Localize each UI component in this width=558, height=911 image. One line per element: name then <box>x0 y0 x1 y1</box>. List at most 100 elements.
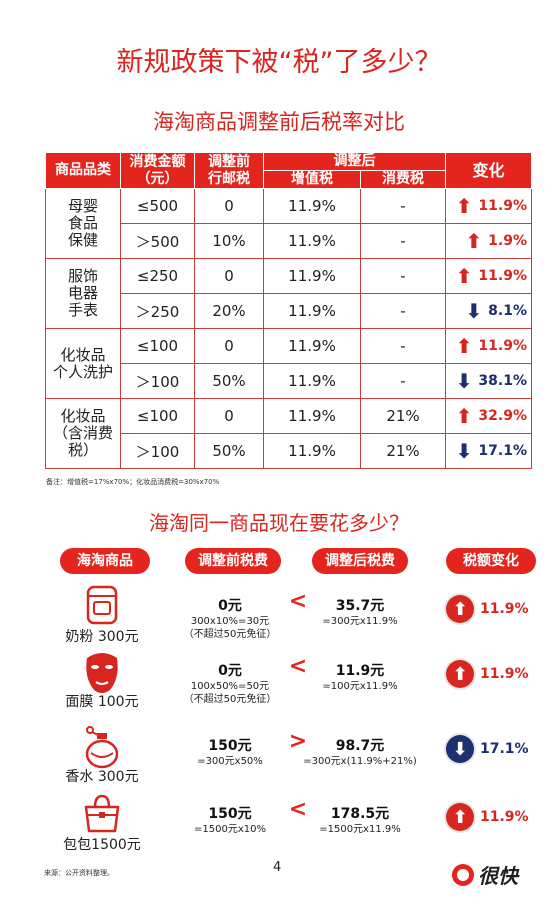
source-note: 来源：公开资料整理。 <box>44 869 114 877</box>
arrow-up-icon: ⬆ <box>455 194 473 218</box>
category-line: 食品 <box>67 214 98 232</box>
brand-logo: 很快 <box>452 860 518 889</box>
arrow-up-icon: ⬆ <box>455 334 473 358</box>
change-cell: ⬆ 11.9% <box>445 258 532 294</box>
header-change: 变化 <box>445 152 532 189</box>
header-vat: 增值税 <box>263 170 361 189</box>
amount-cell: ≤100 <box>120 398 195 434</box>
compare-subtitle: 海淘同一商品现在要花多少？ <box>149 511 409 535</box>
before-tax-calc: 300x10%=30元 <box>190 616 270 627</box>
category-line: 母婴 <box>67 197 98 215</box>
product-name: 包包1500元 <box>63 837 141 853</box>
category-line: 保健 <box>67 231 98 249</box>
perfume-bottle-icon <box>78 725 126 773</box>
product-name: 香水 300元 <box>65 769 139 785</box>
change-cell: ⬇ 17.1% <box>445 433 532 469</box>
vat-cell: 11.9% <box>263 223 361 259</box>
after-tax-calc: =100元x11.9% <box>322 681 398 692</box>
page-title: 新规政策下被“税”了多少？ <box>116 47 442 78</box>
logo-mark-icon <box>452 863 474 886</box>
amount-cell: ≤100 <box>120 328 195 364</box>
category-line: 电器 <box>67 284 98 302</box>
change-value: 32.9% <box>478 408 527 424</box>
arrow-down-icon: ⬇ <box>446 735 474 763</box>
before-tax-value: 150元 <box>208 806 252 822</box>
arrow-down-icon: ⬇ <box>455 369 473 393</box>
change-cell: ⬇ 38.1% <box>445 363 532 399</box>
amount-cell: ＞100 <box>120 433 195 469</box>
page-number: 4 <box>273 860 282 875</box>
before-cell: 50% <box>194 433 264 469</box>
after-tax-calc: =300元x11.9% <box>322 616 398 627</box>
consumption-cell: - <box>360 188 446 224</box>
change-value: 11.9% <box>478 338 527 354</box>
header-after-tax: 调整后税费 <box>312 548 408 574</box>
category-cell: 服饰 电器 手表 <box>45 258 121 329</box>
category-line: 手表 <box>67 301 98 319</box>
table-row: 化妆品 （含消费 税） ≤100 0 11.9% 21% ⬆ 32.9% <box>45 398 532 469</box>
before-cell: 50% <box>194 363 264 399</box>
arrow-up-icon: ⬆ <box>446 595 474 623</box>
change-cell: ⬆ 11.9% <box>445 188 532 224</box>
table-row: 化妆品 个人洗护 ≤100 0 11.9% - ⬆ 11.9% <box>45 328 532 399</box>
before-cell: 0 <box>194 188 264 224</box>
header-before: 调整前 行邮税 <box>194 152 264 189</box>
compare-sign: < <box>288 589 308 614</box>
before-tax-note: （不超过50元免征） <box>183 694 277 705</box>
product-name: 奶粉 300元 <box>65 629 139 645</box>
category-line: 个人洗护 <box>52 362 113 381</box>
header-consumption: 消费税 <box>360 170 446 189</box>
category-line: （含消费 <box>52 424 113 442</box>
vat-cell: 11.9% <box>263 398 361 434</box>
category-line: 化妆品 <box>60 345 106 364</box>
logo-text: 很快 <box>478 864 518 888</box>
face-mask-icon <box>78 650 126 700</box>
header-after: 调整后 <box>263 152 446 171</box>
vat-cell: 11.9% <box>263 328 361 364</box>
header-category: 商品品类 <box>45 152 121 189</box>
arrow-down-icon: ⬇ <box>465 299 483 323</box>
table-subtitle: 海淘商品调整前后税率对比 <box>153 110 405 134</box>
before-cell: 0 <box>194 328 264 364</box>
after-tax-value: 35.7元 <box>335 598 385 614</box>
amount-cell: ＞250 <box>120 293 195 329</box>
table-row: ＞250 20% 11.9% - ⬇ 8.1% <box>46 293 532 329</box>
arrow-up-icon: ⬆ <box>465 229 483 253</box>
vat-cell: 11.9% <box>263 293 361 329</box>
change-value: 8.1% <box>488 303 527 319</box>
before-tax-calc: =1500元x10% <box>194 824 266 835</box>
change-value: 11.9% <box>478 198 527 214</box>
consumption-cell: 21% <box>360 398 446 434</box>
vat-cell: 11.9% <box>263 258 361 294</box>
after-tax-value: 178.5元 <box>330 806 390 822</box>
tax-change-value: 11.9% <box>480 809 529 825</box>
arrow-up-icon: ⬆ <box>455 404 473 428</box>
table-row: ＞100 50% 11.9% 21% ⬇ 17.1% <box>46 433 532 469</box>
change-value: 17.1% <box>478 443 527 459</box>
tax-rate-table: 商品品类 消费金额 （元） 调整前 行邮税 调整后 变化 增值税 消费税 母婴 食品保… <box>45 152 532 469</box>
table-row: ＞500 10% 11.9% - ⬆ 1.9% <box>46 223 532 259</box>
category-line: 税） <box>67 441 98 459</box>
before-cell: 0 <box>194 398 264 434</box>
change-cell: ⬆ 1.9% <box>445 223 532 259</box>
consumption-cell: - <box>360 328 446 364</box>
vat-cell: 11.9% <box>263 433 361 469</box>
before-tax-value: 0元 <box>218 663 242 679</box>
before-tax-calc: =300元x50% <box>197 756 263 767</box>
product-name: 面膜 100元 <box>65 694 139 710</box>
before-cell: 10% <box>194 223 264 259</box>
amount-cell: ＞100 <box>120 363 195 399</box>
header-amount: 消费金额 （元） <box>120 152 195 189</box>
consumption-cell: 21% <box>360 433 446 469</box>
before-cell: 0 <box>194 258 264 294</box>
tax-change-value: 11.9% <box>480 666 529 682</box>
category-line: 化妆品 <box>60 407 106 425</box>
header-product: 海淘商品 <box>60 548 150 574</box>
amount-cell: ＞500 <box>120 223 195 259</box>
amount-cell: ≤500 <box>120 188 195 224</box>
after-tax-calc: =300元x(11.9%+21%) <box>303 756 417 767</box>
tax-change-value: 11.9% <box>480 601 529 617</box>
after-tax-value: 98.7元 <box>335 738 385 754</box>
before-tax-value: 0元 <box>218 598 242 614</box>
consumption-cell: - <box>360 223 446 259</box>
